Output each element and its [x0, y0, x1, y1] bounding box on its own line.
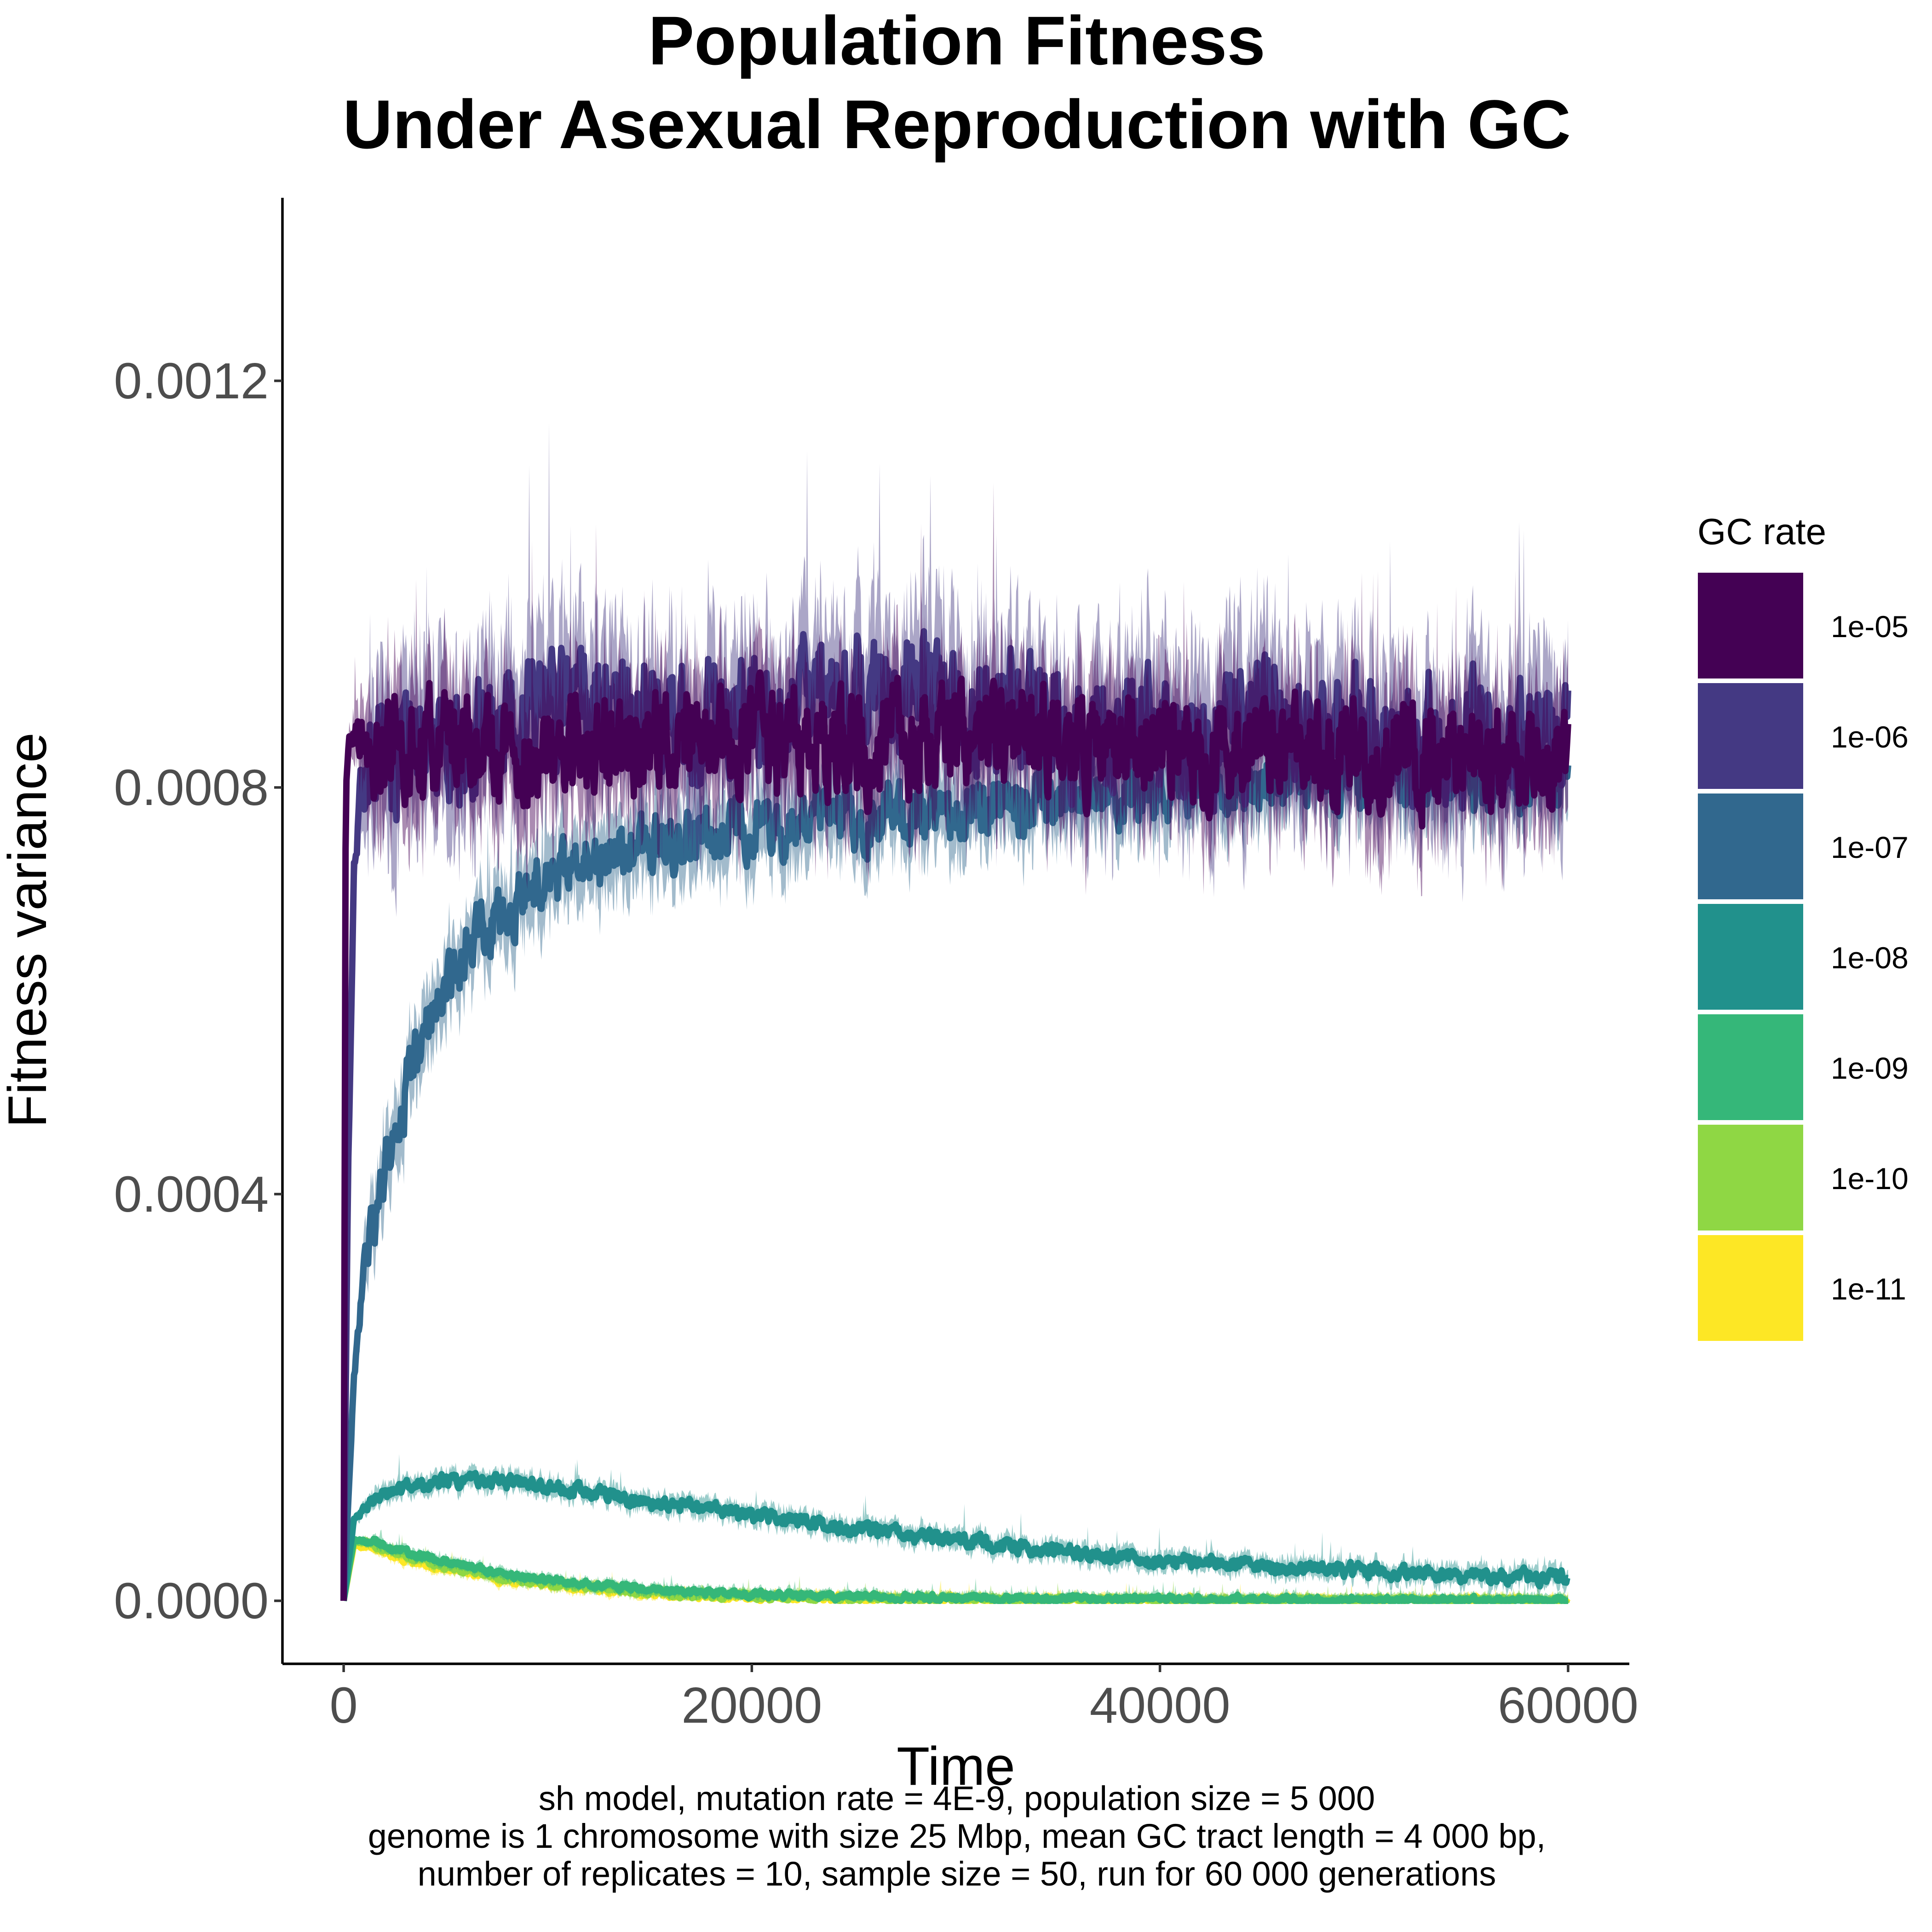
caption-line-2: genome is 1 chromosome with size 25 Mbp,… — [368, 1817, 1546, 1855]
chart-title-line-1: Population Fitness — [648, 2, 1265, 79]
legend-label-1e-06: 1e-06 — [1831, 720, 1909, 754]
legend-swatch-1e-08 — [1698, 904, 1803, 1010]
y-axis-title: Fitness variance — [0, 732, 58, 1127]
legend-label-1e-08: 1e-08 — [1831, 941, 1909, 975]
x-axis-ticks: 0 20000 40000 60000 — [329, 1664, 1639, 1734]
legend-label-1e-11: 1e-11 — [1831, 1272, 1906, 1306]
y-tick-label: 0.0008 — [114, 759, 269, 816]
legend-label-1e-10: 1e-10 — [1831, 1162, 1909, 1196]
y-tick-label: 0.0012 — [114, 353, 269, 409]
legend-swatch-1e-07 — [1698, 794, 1803, 899]
y-tick-label: 0.0000 — [114, 1573, 269, 1629]
plot-series — [340, 423, 1571, 1604]
series-line-1e-08 — [340, 1470, 1570, 1601]
x-axis-title: Time — [897, 1736, 1015, 1797]
series-ribbon-1e-07 — [344, 643, 1568, 1601]
legend-swatch-1e-09 — [1698, 1014, 1803, 1120]
legend-label-1e-07: 1e-07 — [1831, 830, 1909, 864]
y-tick-label: 0.0004 — [114, 1166, 269, 1223]
x-tick-label: 20000 — [681, 1677, 822, 1734]
legend-title: GC rate — [1697, 511, 1826, 552]
x-tick-label: 40000 — [1090, 1677, 1230, 1734]
legend-swatch-1e-10 — [1698, 1125, 1803, 1230]
series-ribbon-1e-10 — [344, 1535, 1568, 1601]
chart-title-line-2: Under Asexual Reproduction with GC — [343, 86, 1571, 163]
legend-label-1e-09: 1e-09 — [1831, 1051, 1909, 1085]
series-line-1e-09 — [340, 1535, 1570, 1604]
caption-line-1: sh model, mutation rate = 4E-9, populati… — [539, 1779, 1375, 1817]
legend: 1e-05 1e-06 1e-07 1e-08 1e-09 1e-10 1e-11 — [1698, 573, 1909, 1341]
x-tick-label: 0 — [329, 1677, 357, 1734]
legend-label-1e-05: 1e-05 — [1831, 610, 1909, 644]
x-tick-label: 60000 — [1498, 1677, 1639, 1734]
caption-line-3: number of replicates = 10, sample size =… — [418, 1855, 1496, 1893]
legend-swatch-1e-06 — [1698, 683, 1803, 789]
legend-swatch-1e-11 — [1698, 1235, 1803, 1341]
legend-swatch-1e-05 — [1698, 573, 1803, 678]
y-axis-ticks: 0.0000 0.0004 0.0008 0.0012 — [114, 353, 282, 1629]
series-line-1e-05 — [340, 669, 1571, 1601]
